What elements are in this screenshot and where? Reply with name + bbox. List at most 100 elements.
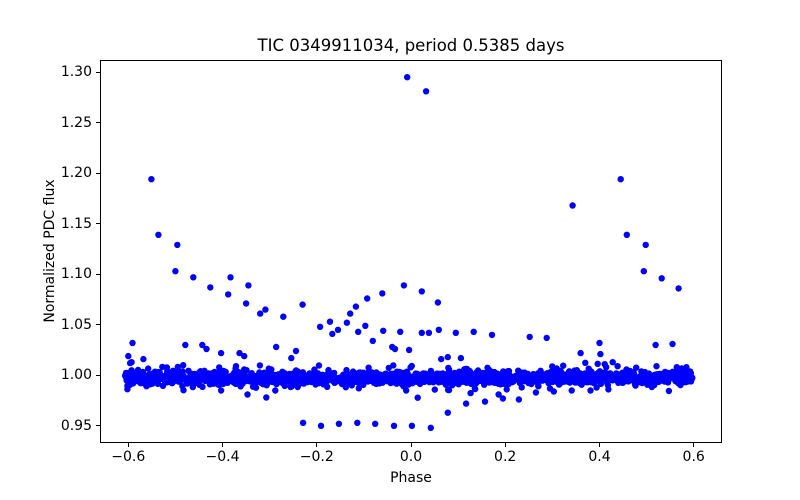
data-point xyxy=(249,373,256,380)
data-point xyxy=(594,360,601,367)
data-point xyxy=(266,372,273,380)
plot-area xyxy=(100,60,722,443)
data-point xyxy=(533,376,540,384)
data-point xyxy=(472,385,479,393)
data-point xyxy=(609,359,616,366)
data-point xyxy=(164,367,171,375)
data-point xyxy=(265,365,272,372)
data-point xyxy=(285,378,292,385)
data-point xyxy=(672,372,679,380)
y-tick-mark xyxy=(96,172,100,174)
data-point xyxy=(325,366,332,374)
data-point xyxy=(462,365,469,373)
data-point xyxy=(501,375,509,382)
data-point xyxy=(486,373,493,380)
data-point xyxy=(238,376,245,384)
data-point xyxy=(400,383,407,390)
data-point xyxy=(347,374,354,381)
data-point xyxy=(317,422,325,429)
data-point xyxy=(175,378,182,385)
data-point xyxy=(408,362,415,370)
data-point xyxy=(385,364,392,372)
data-point xyxy=(273,343,280,351)
data-point xyxy=(282,372,289,380)
data-point xyxy=(297,372,304,379)
data-point xyxy=(655,372,662,379)
data-point xyxy=(566,379,574,386)
x-tick-label: 0.6 xyxy=(682,449,705,465)
data-point xyxy=(201,367,208,374)
data-point xyxy=(172,268,179,275)
x-tick-mark xyxy=(410,443,412,447)
data-point xyxy=(362,322,369,329)
data-point xyxy=(597,350,604,358)
data-point xyxy=(560,362,567,369)
data-point xyxy=(470,328,477,335)
data-point xyxy=(577,349,584,357)
data-point xyxy=(329,330,336,338)
data-point xyxy=(642,241,649,249)
data-point xyxy=(587,387,594,394)
data-point xyxy=(288,354,295,362)
x-tick-label: −0.6 xyxy=(111,449,146,465)
data-point xyxy=(444,353,451,361)
data-point xyxy=(414,394,421,401)
data-point xyxy=(623,231,630,238)
data-point xyxy=(326,318,334,325)
data-point xyxy=(365,364,372,371)
data-point xyxy=(398,369,405,376)
x-axis-label: Phase xyxy=(390,470,432,486)
x-tick-mark xyxy=(316,443,318,447)
data-point xyxy=(316,376,323,384)
data-point xyxy=(488,331,496,339)
x-tick-label: 0.4 xyxy=(588,449,611,465)
data-point xyxy=(256,362,264,369)
data-point xyxy=(124,386,131,393)
data-point xyxy=(237,383,244,390)
data-point xyxy=(244,391,251,398)
data-point xyxy=(448,372,455,379)
data-point xyxy=(125,375,132,382)
data-point xyxy=(236,349,243,357)
data-point xyxy=(148,176,155,183)
data-point xyxy=(445,366,453,373)
data-point xyxy=(174,241,181,249)
data-point xyxy=(462,400,470,407)
data-point xyxy=(415,375,422,382)
x-tick-mark xyxy=(504,443,506,447)
y-tick-label: 1.25 xyxy=(60,114,92,131)
data-point xyxy=(675,285,682,292)
data-point xyxy=(129,339,136,347)
data-point xyxy=(215,369,222,376)
data-point xyxy=(418,329,425,336)
data-point xyxy=(289,371,296,378)
data-point xyxy=(495,391,502,398)
data-point xyxy=(143,375,150,383)
data-point xyxy=(515,396,523,403)
data-point xyxy=(484,364,491,371)
data-point xyxy=(568,387,575,394)
y-tick-label: 1.00 xyxy=(60,367,92,384)
data-point xyxy=(128,359,135,366)
data-point xyxy=(287,383,294,391)
data-point xyxy=(391,345,399,353)
y-tick-mark xyxy=(96,324,100,326)
data-point xyxy=(187,377,194,385)
data-point xyxy=(550,388,557,395)
data-point xyxy=(263,394,270,401)
data-point xyxy=(143,383,150,390)
data-point xyxy=(271,371,278,379)
data-point xyxy=(199,341,206,349)
data-point xyxy=(518,384,525,391)
data-point xyxy=(180,387,187,394)
data-point xyxy=(329,370,337,378)
data-point xyxy=(248,378,255,385)
data-point xyxy=(515,367,522,374)
data-point xyxy=(174,363,181,371)
data-point xyxy=(677,381,684,389)
data-point xyxy=(512,374,519,381)
data-point xyxy=(497,381,504,388)
data-point xyxy=(387,377,394,385)
data-point xyxy=(316,323,324,330)
data-point xyxy=(253,379,261,386)
